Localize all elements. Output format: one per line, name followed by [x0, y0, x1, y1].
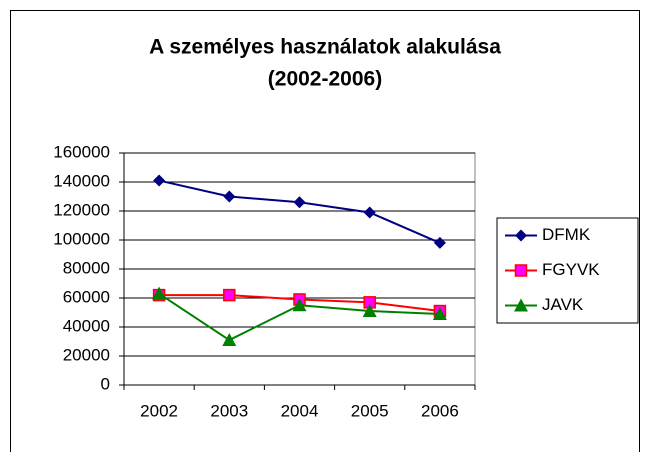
y-tick-label: 120000 — [53, 200, 110, 219]
y-tick-label: 140000 — [53, 171, 110, 190]
y-tick-label: 60000 — [63, 287, 110, 306]
marker — [363, 206, 376, 219]
marker — [293, 196, 306, 209]
marker — [223, 190, 236, 203]
x-tick-label: 2005 — [351, 401, 389, 420]
y-tick-label: 0 — [101, 374, 110, 393]
x-tick-label: 2002 — [140, 401, 178, 420]
y-tick-label: 20000 — [63, 345, 110, 364]
x-tick-label: 2006 — [421, 401, 459, 420]
marker — [222, 333, 237, 347]
y-tick-label: 100000 — [53, 229, 110, 248]
marker — [514, 298, 528, 312]
y-tick-label: 160000 — [53, 142, 110, 161]
marker — [514, 264, 528, 277]
marker — [152, 286, 167, 300]
legend-label: FGYVK — [542, 260, 600, 279]
y-tick-label: 40000 — [63, 316, 110, 335]
marker — [223, 288, 236, 302]
marker — [432, 306, 447, 320]
legend-label: JAVK — [542, 295, 584, 314]
chart-subtitle: (2002-2006) — [268, 68, 382, 91]
legend-label: DFMK — [542, 225, 591, 244]
marker — [362, 304, 377, 318]
marker — [292, 298, 307, 312]
x-tick-label: 2004 — [281, 401, 319, 420]
marker — [433, 236, 446, 249]
marker — [153, 174, 166, 187]
marker — [515, 229, 527, 242]
chart-title: A személyes használatok alakulása — [149, 36, 501, 59]
y-tick-label: 80000 — [63, 258, 110, 277]
x-tick-label: 2003 — [210, 401, 248, 420]
